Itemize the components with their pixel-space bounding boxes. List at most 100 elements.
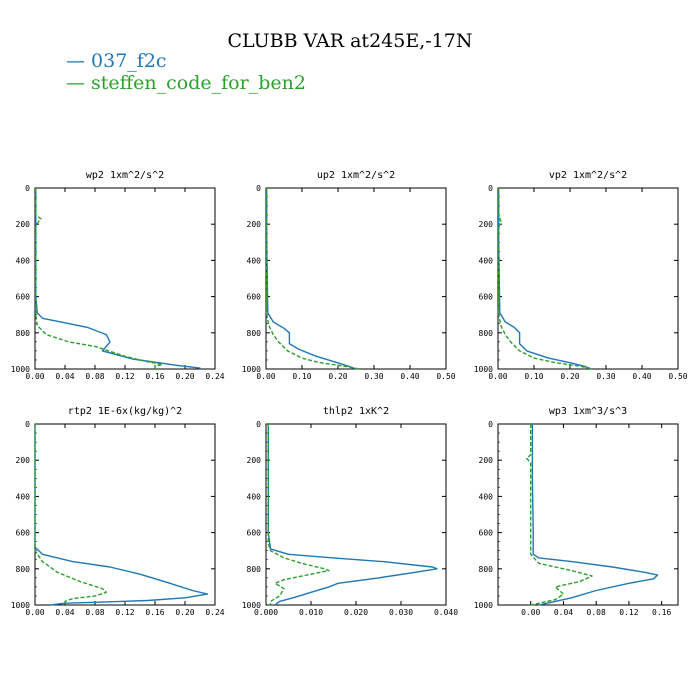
y-tick-label: 400 [16,256,31,265]
x-tick-label: 0.00 [488,372,507,381]
plot-frame [497,187,679,370]
x-tick-label: 0.20 [175,372,194,381]
x-tick-label: 0.24 [205,608,224,617]
y-tick-label: 800 [16,329,31,338]
y-tick-label: 1000 [474,365,493,374]
plot-frame [265,187,447,370]
x-tick-label: 0.00 [25,608,44,617]
x-tick-label: 0.04 [554,608,573,617]
x-tick-label: 0.30 [364,372,383,381]
y-tick-label: 200 [247,456,262,465]
x-tick-label: 0.020 [344,608,368,617]
x-tick-label: 0.08 [85,608,104,617]
x-tick-label: 0.12 [115,372,134,381]
series-line-steffen-code [525,424,593,606]
x-tick-label: 0.08 [85,372,104,381]
y-tick-label: 400 [479,492,494,501]
chart-title: rtp2 1E-6x(kg/kg)^2 [68,406,182,417]
y-tick-label: 800 [479,565,494,574]
chart-title: up2 1xm^2/s^2 [317,170,395,181]
y-tick-label: 800 [247,565,262,574]
x-tick-label: 0.000 [254,608,278,617]
y-tick-label: 400 [479,256,494,265]
y-tick-label: 400 [247,256,262,265]
y-tick-label: 200 [16,456,31,465]
y-tick-label: 600 [247,293,262,302]
x-tick-label: 0.40 [400,372,419,381]
series-line-037-f2c [35,188,201,369]
y-tick-label: 600 [479,293,494,302]
plot-frame [34,187,216,370]
x-tick-label: 0.50 [436,372,455,381]
y-tick-label: 0 [25,184,30,193]
x-tick-label: 0.00 [256,372,275,381]
x-tick-label: 0.12 [619,608,638,617]
y-tick-label: 200 [479,456,494,465]
x-tick-label: 0.12 [115,608,134,617]
y-tick-label: 200 [16,220,31,229]
y-tick-label: 800 [16,565,31,574]
x-tick-label: 0.00 [25,372,44,381]
x-tick-label: 0.10 [524,372,543,381]
x-tick-label: 0.20 [560,372,579,381]
y-tick-label: 0 [25,420,30,429]
y-tick-label: 1000 [474,601,493,610]
y-tick-label: 400 [247,492,262,501]
x-tick-label: 0.24 [205,372,224,381]
series-line-037-f2c [266,188,357,370]
series-line-steffen-code [266,188,360,370]
series-line-037-f2c [267,424,438,606]
y-tick-label: 800 [479,329,494,338]
x-tick-label: 0.040 [434,608,458,617]
x-tick-label: 0.04 [55,372,74,381]
y-tick-label: 200 [479,220,494,229]
y-tick-label: 400 [16,492,31,501]
x-tick-label: 0.030 [389,608,413,617]
series-line-steffen-code [498,188,592,370]
y-tick-label: 600 [16,529,31,538]
legend-entry-037-f2c: — 037_f2c [66,50,167,72]
x-tick-label: 0.08 [587,608,606,617]
page-title: CLUBB VAR at245E,-17N [227,30,473,52]
series-line-steffen-code [267,424,330,605]
x-tick-label: 0.16 [145,372,164,381]
y-tick-label: 0 [256,184,261,193]
y-tick-label: 1000 [242,601,261,610]
chart-title: wp2 1xm^2/s^2 [86,170,164,181]
x-tick-label: 0.16 [145,608,164,617]
plot-frame [34,423,216,606]
y-tick-label: 600 [16,293,31,302]
legend-entry-steffen-code: — steffen_code_for_ben2 [66,72,306,94]
x-tick-label: 0.010 [299,608,323,617]
chart-title: wp3 1xm^3/s^3 [549,406,627,417]
y-tick-label: 0 [488,420,493,429]
series-line-037-f2c [34,424,209,606]
y-tick-label: 1000 [11,601,30,610]
chart-panel-4: rtp2 1E-6x(kg/kg)^2 0 200 400 600 800 10000.00… [11,406,225,617]
series-line-037-f2c [498,188,592,370]
x-tick-label: 0.04 [55,608,74,617]
chart-title: vp2 1xm^2/s^2 [549,170,627,181]
x-tick-label: 0.00 [521,608,540,617]
series-line-steffen-code [35,188,164,369]
y-tick-label: 800 [247,329,262,338]
y-tick-label: 1000 [242,365,261,374]
x-tick-label: 0.20 [175,608,194,617]
y-tick-label: 600 [247,529,262,538]
x-tick-label: 0.16 [652,608,671,617]
x-tick-label: 0.50 [668,372,687,381]
x-tick-label: 0.20 [328,372,347,381]
chart-title: thlp2 1xK^2 [323,406,389,417]
y-tick-label: 0 [256,420,261,429]
y-tick-label: 200 [247,220,262,229]
y-tick-label: 0 [488,184,493,193]
y-tick-label: 600 [479,529,494,538]
series-line-037-f2c [531,424,659,606]
x-tick-label: 0.30 [596,372,615,381]
series-line-steffen-code [34,424,108,605]
